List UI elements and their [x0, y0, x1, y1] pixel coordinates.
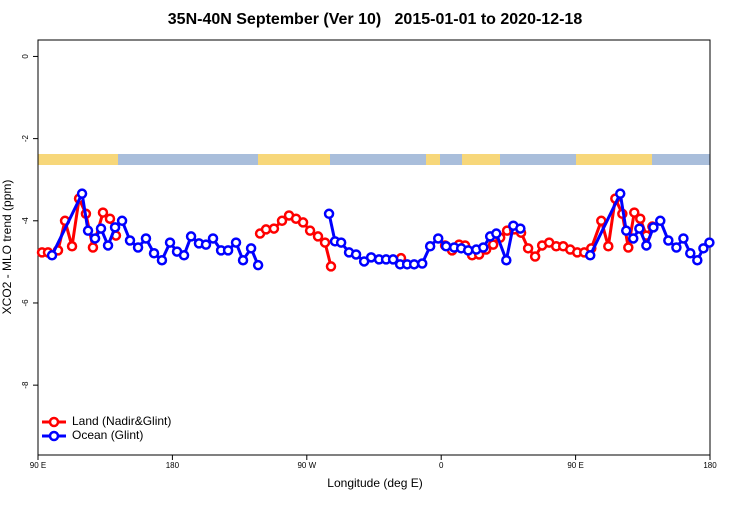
- data-point: [627, 233, 639, 244]
- data-point: [116, 215, 128, 227]
- x-tick-label: 90 E: [567, 461, 583, 470]
- land-patch: [38, 154, 118, 165]
- data-point: [268, 223, 280, 234]
- data-point: [350, 249, 362, 260]
- x-axis-label: Longitude (deg E): [327, 476, 422, 490]
- legend-label: Land (Nadir&Glint): [72, 414, 171, 428]
- data-point: [698, 243, 709, 254]
- data-point: [515, 223, 526, 234]
- y-tick-label: 0: [21, 54, 30, 59]
- data-point: [416, 258, 428, 269]
- data-point: [671, 242, 682, 253]
- data-point: [491, 228, 502, 239]
- data-point: [432, 233, 444, 244]
- data-point: [685, 248, 696, 259]
- data-point: [104, 213, 116, 224]
- data-point: [82, 225, 94, 236]
- data-point: [312, 231, 324, 242]
- data-point: [522, 243, 534, 254]
- data-point: [140, 233, 152, 244]
- y-axis-label: XCO2 - MLO trend (ppm): [0, 180, 14, 315]
- x-tick-label: 0: [439, 461, 444, 470]
- data-point: [109, 222, 121, 233]
- data-point: [319, 237, 331, 248]
- data-point: [335, 237, 347, 248]
- data-point: [584, 250, 596, 261]
- data-point: [156, 254, 168, 266]
- data-point: [66, 241, 78, 252]
- land-patch: [576, 154, 652, 165]
- data-point: [634, 223, 645, 234]
- y-tick-label: -6: [21, 299, 30, 307]
- data-point: [635, 213, 646, 224]
- x-tick-label: 180: [703, 461, 717, 470]
- legend-label: Ocean (Glint): [72, 428, 143, 442]
- data-point: [230, 237, 242, 248]
- data-point: [529, 251, 541, 262]
- data-point: [641, 240, 652, 251]
- x-tick-label: 90 W: [297, 461, 316, 470]
- data-point: [178, 250, 190, 261]
- data-point: [596, 215, 607, 227]
- data-point: [623, 242, 634, 253]
- data-point: [487, 239, 499, 250]
- data-point: [678, 233, 689, 244]
- data-point: [95, 223, 107, 234]
- data-point: [87, 242, 99, 253]
- map-strip: [38, 154, 710, 165]
- data-point: [325, 261, 337, 272]
- data-point: [97, 207, 109, 218]
- data-point: [245, 243, 257, 254]
- data-point: [692, 254, 703, 266]
- data-point: [76, 188, 88, 199]
- data-point: [323, 208, 335, 220]
- data-point: [663, 235, 674, 246]
- data-point: [148, 248, 160, 259]
- legend-marker: [48, 430, 60, 442]
- data-point: [200, 239, 212, 250]
- data-point: [252, 259, 264, 271]
- data-point: [424, 241, 436, 252]
- data-point: [501, 254, 512, 266]
- data-point: [276, 215, 288, 227]
- data-point: [222, 245, 234, 256]
- legend-marker: [48, 416, 60, 428]
- ocean-band: [38, 154, 710, 165]
- data-point: [478, 242, 489, 253]
- land-patch: [258, 154, 330, 165]
- chart-title: 35N-40N September (Ver 10) 2015-01-01 to…: [168, 11, 583, 28]
- land-patch: [426, 154, 440, 165]
- data-point: [629, 207, 640, 218]
- x-tick-label: 90 E: [30, 461, 46, 470]
- data-point: [620, 225, 632, 236]
- data-point: [462, 245, 474, 256]
- data-point: [387, 254, 399, 265]
- data-point: [46, 250, 58, 261]
- data-point: [655, 215, 666, 227]
- data-point: [102, 240, 114, 251]
- x-tick-label: 180: [166, 461, 180, 470]
- data-point: [615, 188, 626, 199]
- land-patch: [462, 154, 500, 165]
- y-tick-label: -8: [21, 381, 30, 389]
- data-point: [297, 217, 309, 228]
- data-point: [185, 231, 197, 242]
- data-point: [132, 242, 144, 253]
- y-tick-label: -2: [21, 135, 30, 143]
- data-point: [207, 233, 219, 244]
- data-point: [704, 237, 715, 248]
- data-point: [237, 254, 249, 266]
- data-point: [603, 241, 614, 252]
- data-point: [164, 237, 176, 248]
- data-point: [648, 222, 659, 233]
- y-tick-label: -4: [21, 217, 30, 225]
- data-point: [89, 233, 101, 244]
- data-point: [408, 259, 420, 270]
- data-point: [124, 235, 136, 246]
- data-point: [304, 225, 316, 236]
- data-point: [440, 241, 452, 252]
